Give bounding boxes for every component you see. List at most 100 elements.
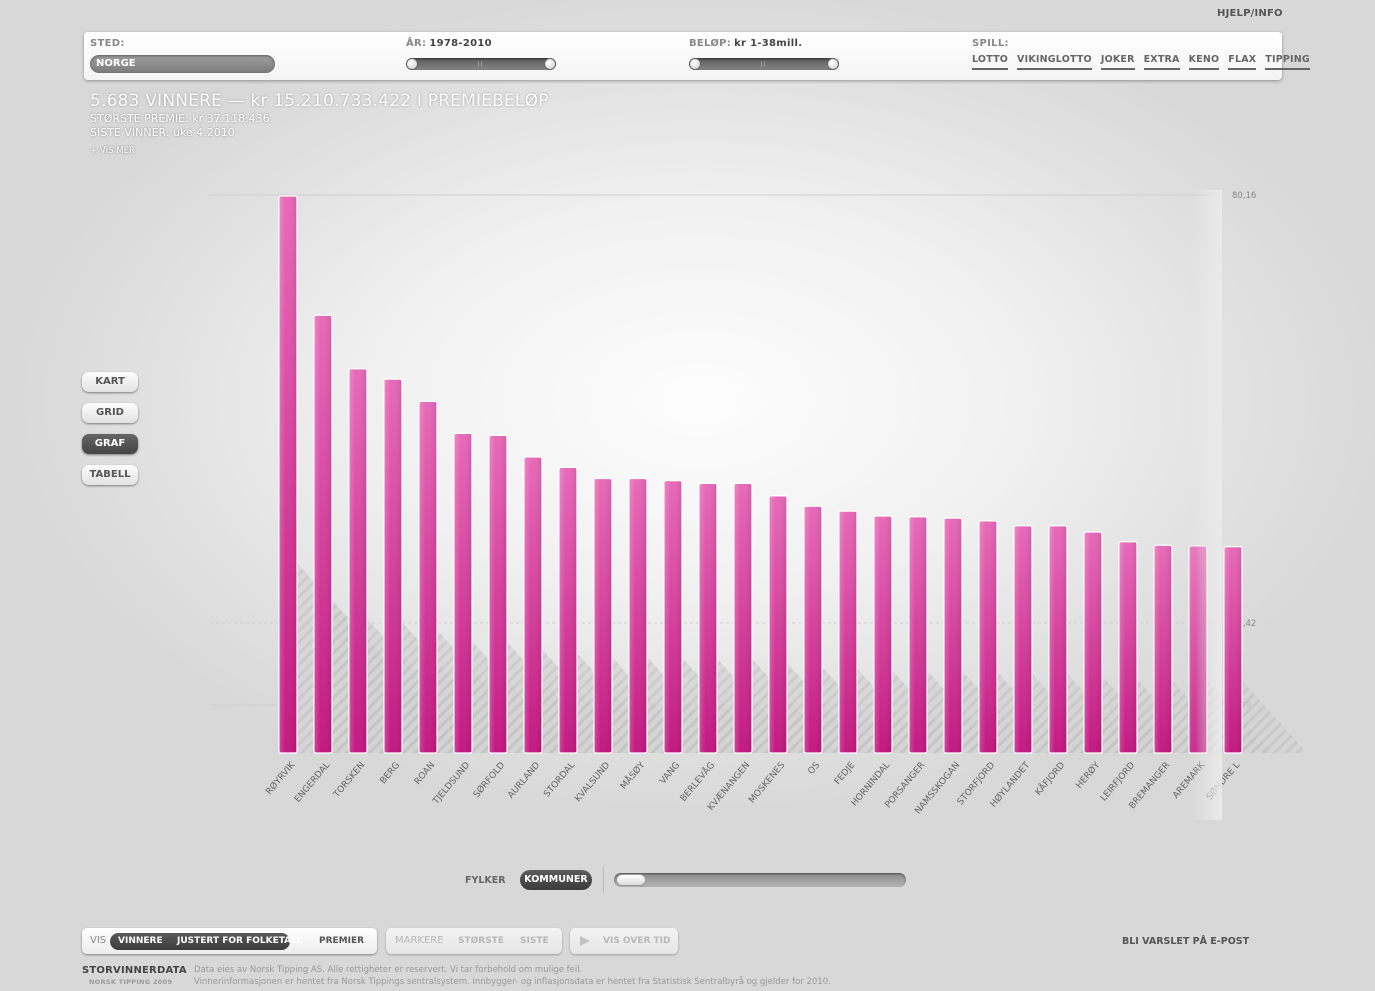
game-vikinglotto[interactable]: VIKINGLOTTO — [1017, 54, 1092, 70]
show-more-link[interactable]: + VIS MER — [90, 146, 135, 156]
kommuner-toggle[interactable]: KOMMUNER — [520, 870, 592, 890]
bar-shadow — [472, 641, 573, 753]
brand-subtitle: NORSK TIPPING 2009 — [89, 978, 173, 986]
x-axis-label[interactable]: SØRFOLD — [471, 760, 507, 800]
bar-stordal[interactable] — [558, 466, 578, 754]
x-axis-label[interactable]: LEIRFJORD — [1099, 760, 1137, 803]
game-keno[interactable]: KENO — [1188, 54, 1220, 70]
bar-os[interactable] — [803, 505, 823, 754]
x-axis-label[interactable]: SØNDRE L — [1204, 760, 1242, 803]
game-joker[interactable]: JOKER — [1100, 54, 1135, 70]
bar-høylandet[interactable] — [1013, 525, 1033, 754]
bar-shadow — [717, 658, 802, 753]
amount-range-slider[interactable] — [689, 58, 839, 70]
bar-torsken[interactable] — [348, 368, 368, 754]
bar-hornindal[interactable] — [873, 515, 893, 754]
bar-leirfjord[interactable] — [1118, 541, 1138, 754]
x-axis-label[interactable]: RØYRVIK — [264, 759, 298, 797]
divider — [603, 866, 604, 892]
vis-premier-option[interactable]: PREMIER — [319, 936, 365, 946]
x-axis-label[interactable]: OS — [806, 760, 822, 776]
amount-label: BELØP: kr 1-38mill. — [689, 38, 803, 49]
game-flax[interactable]: FLAX — [1228, 54, 1257, 70]
bar-aurland[interactable] — [523, 456, 543, 754]
bar-storfjord[interactable] — [978, 520, 998, 754]
bar-kvalsund[interactable] — [593, 477, 613, 754]
largest-prize: STØRSTE PREMIE: kr 37.118.436 — [90, 112, 270, 125]
x-axis-label[interactable]: STORDAL — [542, 761, 577, 800]
x-axis-label[interactable]: ROAN — [413, 761, 437, 787]
x-axis-label[interactable]: FEDJE — [833, 760, 858, 787]
year-min-handle[interactable] — [406, 58, 418, 70]
markere-panel: MARKERE STØRSTE SISTE — [386, 928, 562, 954]
bar-berg[interactable] — [383, 378, 403, 754]
year-range-slider[interactable] — [406, 58, 556, 70]
amount-min-handle[interactable] — [689, 58, 701, 70]
bar-røyrvik[interactable] — [278, 195, 298, 754]
x-axis-label[interactable]: VANG — [658, 760, 682, 786]
bar-porsanger[interactable] — [908, 516, 928, 754]
amount-max-handle[interactable] — [827, 58, 839, 70]
x-axis-label[interactable]: HERØY — [1074, 759, 1103, 790]
chart-scrollbar[interactable] — [614, 873, 906, 887]
bar-roan[interactable] — [418, 400, 438, 754]
x-axis-label[interactable]: MOSKENES — [747, 760, 787, 805]
bar-herøy[interactable] — [1083, 531, 1103, 754]
x-axis-label[interactable]: AURLAND — [506, 760, 542, 800]
games-label: SPILL: — [972, 38, 1009, 49]
bar-berlevåg[interactable] — [698, 482, 718, 754]
bar-namsskogan[interactable] — [943, 517, 963, 754]
sted-dropdown[interactable]: NORGE — [90, 55, 275, 73]
amount-range-value: kr 1-38mill. — [734, 38, 803, 49]
bar-kåfjord[interactable] — [1048, 525, 1068, 754]
bar-søndre-l[interactable] — [1223, 546, 1243, 754]
year-max-handle[interactable] — [544, 58, 556, 70]
bar-vang[interactable] — [663, 480, 683, 754]
x-axis-label[interactable]: KVALSUND — [573, 760, 612, 804]
game-lotto[interactable]: LOTTO — [972, 54, 1009, 70]
vis-over-tid-label: VIS OVER TID — [603, 936, 671, 946]
x-axis-label[interactable]: AREMARK — [1171, 760, 1208, 801]
vis-panel: VIS VINNERE JUSTERT FOR FOLKETALL PREMIE… — [82, 928, 377, 954]
bar-sørfold[interactable] — [488, 434, 508, 754]
view-graf-button[interactable]: GRAF — [82, 434, 138, 454]
filter-panel: STED: NORGE ÅR: 1978-2010 BELØP: kr 1-38mi… — [84, 32, 1310, 80]
bar-shadow — [1242, 680, 1308, 753]
bar-bremanger[interactable] — [1153, 544, 1173, 754]
bar-moskenes[interactable] — [768, 495, 788, 754]
help-info-link[interactable]: HJELP/INFO — [1217, 8, 1283, 19]
x-axis-label[interactable]: MÅSØY — [617, 759, 647, 792]
game-tipping[interactable]: TIPPING — [1265, 54, 1310, 70]
x-axis-label[interactable]: KÅFJORD — [1032, 759, 1067, 798]
markere-siste-option[interactable]: SISTE — [520, 936, 549, 946]
scroll-thumb[interactable] — [616, 874, 646, 886]
x-axis-label[interactable]: TORSKEN — [331, 761, 367, 801]
slider-grip-icon — [761, 61, 765, 67]
bar-fedje[interactable] — [838, 510, 858, 754]
bar-måsøy[interactable] — [628, 477, 648, 754]
vis-over-tid-button[interactable]: VIS OVER TID — [570, 928, 678, 954]
markere-label: MARKERE — [395, 935, 444, 946]
view-tabell-button[interactable]: TABELL — [82, 465, 138, 485]
x-axis-label[interactable]: BERLEVÅG — [677, 759, 717, 804]
x-axis-label[interactable]: TJELDSUND — [431, 760, 473, 807]
bar-aremark[interactable] — [1188, 545, 1208, 754]
x-axis-label[interactable]: ENGERDAL — [293, 761, 332, 805]
view-kart-button[interactable]: KART — [82, 372, 138, 392]
bar-tjeldsund[interactable] — [453, 432, 473, 754]
bar-kvænangen[interactable] — [733, 482, 753, 754]
email-notify-link[interactable]: BLI VARSLET PÅ E-POST — [1122, 936, 1250, 947]
bar-shadow — [647, 656, 734, 753]
vis-justert-option[interactable]: JUSTERT FOR FOLKETALL — [177, 936, 303, 946]
brand-logo: STORVINNERDATA — [82, 965, 187, 976]
game-extra[interactable]: EXTRA — [1143, 54, 1180, 70]
vis-vinnere-option[interactable]: VINNERE — [118, 936, 163, 946]
bar-shadow — [542, 649, 636, 753]
bar-engerdal[interactable] — [313, 314, 333, 754]
markere-storste-option[interactable]: STØRSTE — [458, 936, 504, 946]
x-axis-label[interactable]: BERG — [379, 760, 403, 786]
fylker-toggle[interactable]: FYLKER — [465, 875, 506, 886]
bar-shadow — [752, 658, 837, 753]
view-grid-button[interactable]: GRID — [82, 403, 138, 423]
